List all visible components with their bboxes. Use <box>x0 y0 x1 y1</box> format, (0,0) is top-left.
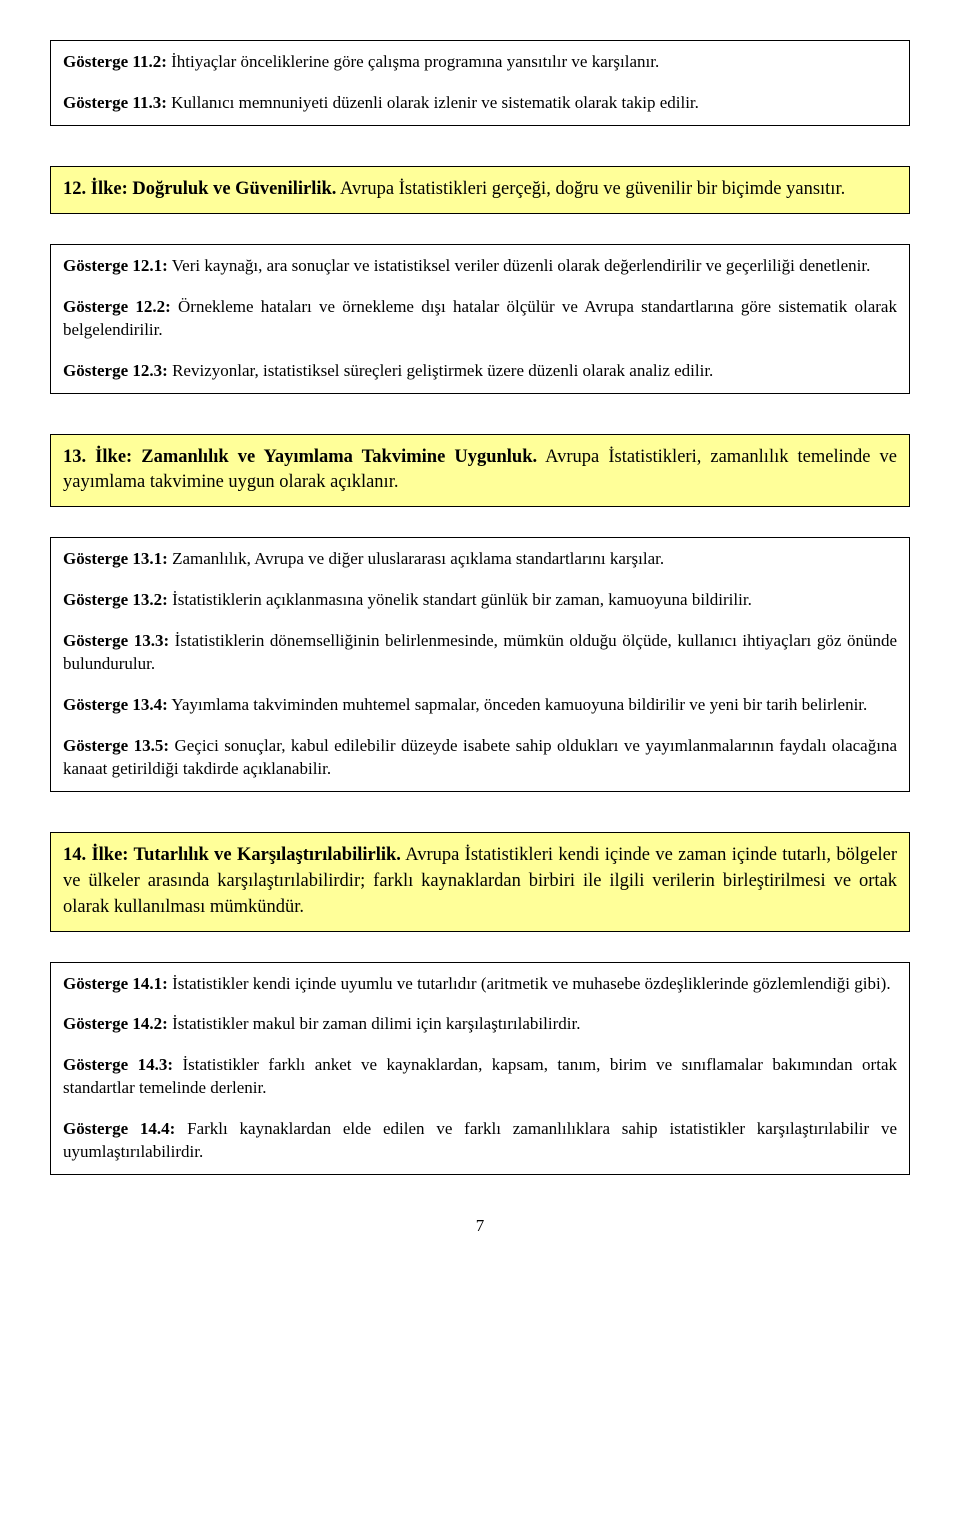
indicator-text: İhtiyaçlar önceliklerine göre çalışma pr… <box>167 52 659 71</box>
indicator-text: Veri kaynağı, ara sonuçlar ve istatistik… <box>168 256 871 275</box>
indicator-11-3: Gösterge 11.3: Kullanıcı memnuniyeti düz… <box>63 92 897 115</box>
principle-description: Avrupa İstatistikleri gerçeği, doğru ve … <box>336 179 845 199</box>
indicator-text: Örnekleme hataları ve örnekleme dışı hat… <box>63 297 897 339</box>
page-number: 7 <box>50 1215 910 1238</box>
principle-title: 13. İlke: Zamanlılık ve Yayımlama Takvim… <box>63 447 537 467</box>
indicator-text: İstatistiklerin açıklanmasına yönelik st… <box>168 590 752 609</box>
indicator-11-2: Gösterge 11.2: İhtiyaçlar önceliklerine … <box>63 51 897 74</box>
indicator-text: Geçici sonuçlar, kabul edilebilir düzeyd… <box>63 736 897 778</box>
indicator-label: Gösterge 14.3: <box>63 1055 173 1074</box>
indicator-12-3: Gösterge 12.3: Revizyonlar, istatistikse… <box>63 360 897 383</box>
indicator-label: Gösterge 13.1: <box>63 549 168 568</box>
indicator-13-4: Gösterge 13.4: Yayımlama takviminden muh… <box>63 694 897 717</box>
indicator-14-4: Gösterge 14.4: Farklı kaynaklardan elde … <box>63 1118 897 1164</box>
indicator-label: Gösterge 14.4: <box>63 1119 175 1138</box>
indicator-text: İstatistikler makul bir zaman dilimi içi… <box>168 1014 581 1033</box>
indicator-text: İstatistikler farklı anket ve kaynaklard… <box>63 1055 897 1097</box>
indicator-label: Gösterge 12.3: <box>63 361 168 380</box>
indicator-14-3: Gösterge 14.3: İstatistikler farklı anke… <box>63 1054 897 1100</box>
indicator-14-2: Gösterge 14.2: İstatistikler makul bir z… <box>63 1013 897 1036</box>
section-12: 12. İlke: Doğruluk ve Güvenilirlik. Avru… <box>50 166 910 394</box>
indicator-14-1: Gösterge 14.1: İstatistikler kendi içind… <box>63 973 897 996</box>
indicator-label: Gösterge 13.2: <box>63 590 168 609</box>
indicator-label: Gösterge 11.2: <box>63 52 167 71</box>
indicator-text: Kullanıcı memnuniyeti düzenli olarak izl… <box>167 93 699 112</box>
indicator-12-1: Gösterge 12.1: Veri kaynağı, ara sonuçla… <box>63 255 897 278</box>
indicator-text: İstatistikler kendi içinde uyumlu ve tut… <box>168 974 891 993</box>
principle-12-header: 12. İlke: Doğruluk ve Güvenilirlik. Avru… <box>50 166 910 214</box>
indicator-label: Gösterge 14.1: <box>63 974 168 993</box>
indicator-label: Gösterge 13.3: <box>63 631 169 650</box>
indicator-label: Gösterge 12.1: <box>63 256 168 275</box>
indicator-text: İstatistiklerin dönemselliğinin belirlen… <box>63 631 897 673</box>
principle-title: 12. İlke: Doğruluk ve Güvenilirlik. <box>63 179 336 199</box>
indicator-text: Yayımlama takviminden muhtemel sapmalar,… <box>168 695 867 714</box>
principle-title: 14. İlke: Tutarlılık ve Karşılaştırılabi… <box>63 845 401 865</box>
principle-14-header: 14. İlke: Tutarlılık ve Karşılaştırılabi… <box>50 832 910 932</box>
indicator-13-2: Gösterge 13.2: İstatistiklerin açıklanma… <box>63 589 897 612</box>
indicator-label: Gösterge 12.2: <box>63 297 171 316</box>
indicator-label: Gösterge 11.3: <box>63 93 167 112</box>
indicator-text: Zamanlılık, Avrupa ve diğer uluslararası… <box>168 549 664 568</box>
section-14: 14. İlke: Tutarlılık ve Karşılaştırılabi… <box>50 832 910 1175</box>
indicator-12-2: Gösterge 12.2: Örnekleme hataları ve örn… <box>63 296 897 342</box>
indicator-text: Revizyonlar, istatistiksel süreçleri gel… <box>168 361 714 380</box>
indicator-label: Gösterge 14.2: <box>63 1014 168 1033</box>
principle-13-header: 13. İlke: Zamanlılık ve Yayımlama Takvim… <box>50 434 910 508</box>
content-box-14: Gösterge 14.1: İstatistikler kendi içind… <box>50 962 910 1176</box>
content-box-11: Gösterge 11.2: İhtiyaçlar önceliklerine … <box>50 40 910 126</box>
content-box-12: Gösterge 12.1: Veri kaynağı, ara sonuçla… <box>50 244 910 394</box>
section-13: 13. İlke: Zamanlılık ve Yayımlama Takvim… <box>50 434 910 792</box>
indicator-label: Gösterge 13.5: <box>63 736 169 755</box>
indicator-13-5: Gösterge 13.5: Geçici sonuçlar, kabul ed… <box>63 735 897 781</box>
section-11-continued: Gösterge 11.2: İhtiyaçlar önceliklerine … <box>50 40 910 126</box>
content-box-13: Gösterge 13.1: Zamanlılık, Avrupa ve diğ… <box>50 537 910 792</box>
indicator-13-3: Gösterge 13.3: İstatistiklerin dönemsell… <box>63 630 897 676</box>
indicator-13-1: Gösterge 13.1: Zamanlılık, Avrupa ve diğ… <box>63 548 897 571</box>
indicator-text: Farklı kaynaklardan elde edilen ve farkl… <box>63 1119 897 1161</box>
indicator-label: Gösterge 13.4: <box>63 695 168 714</box>
